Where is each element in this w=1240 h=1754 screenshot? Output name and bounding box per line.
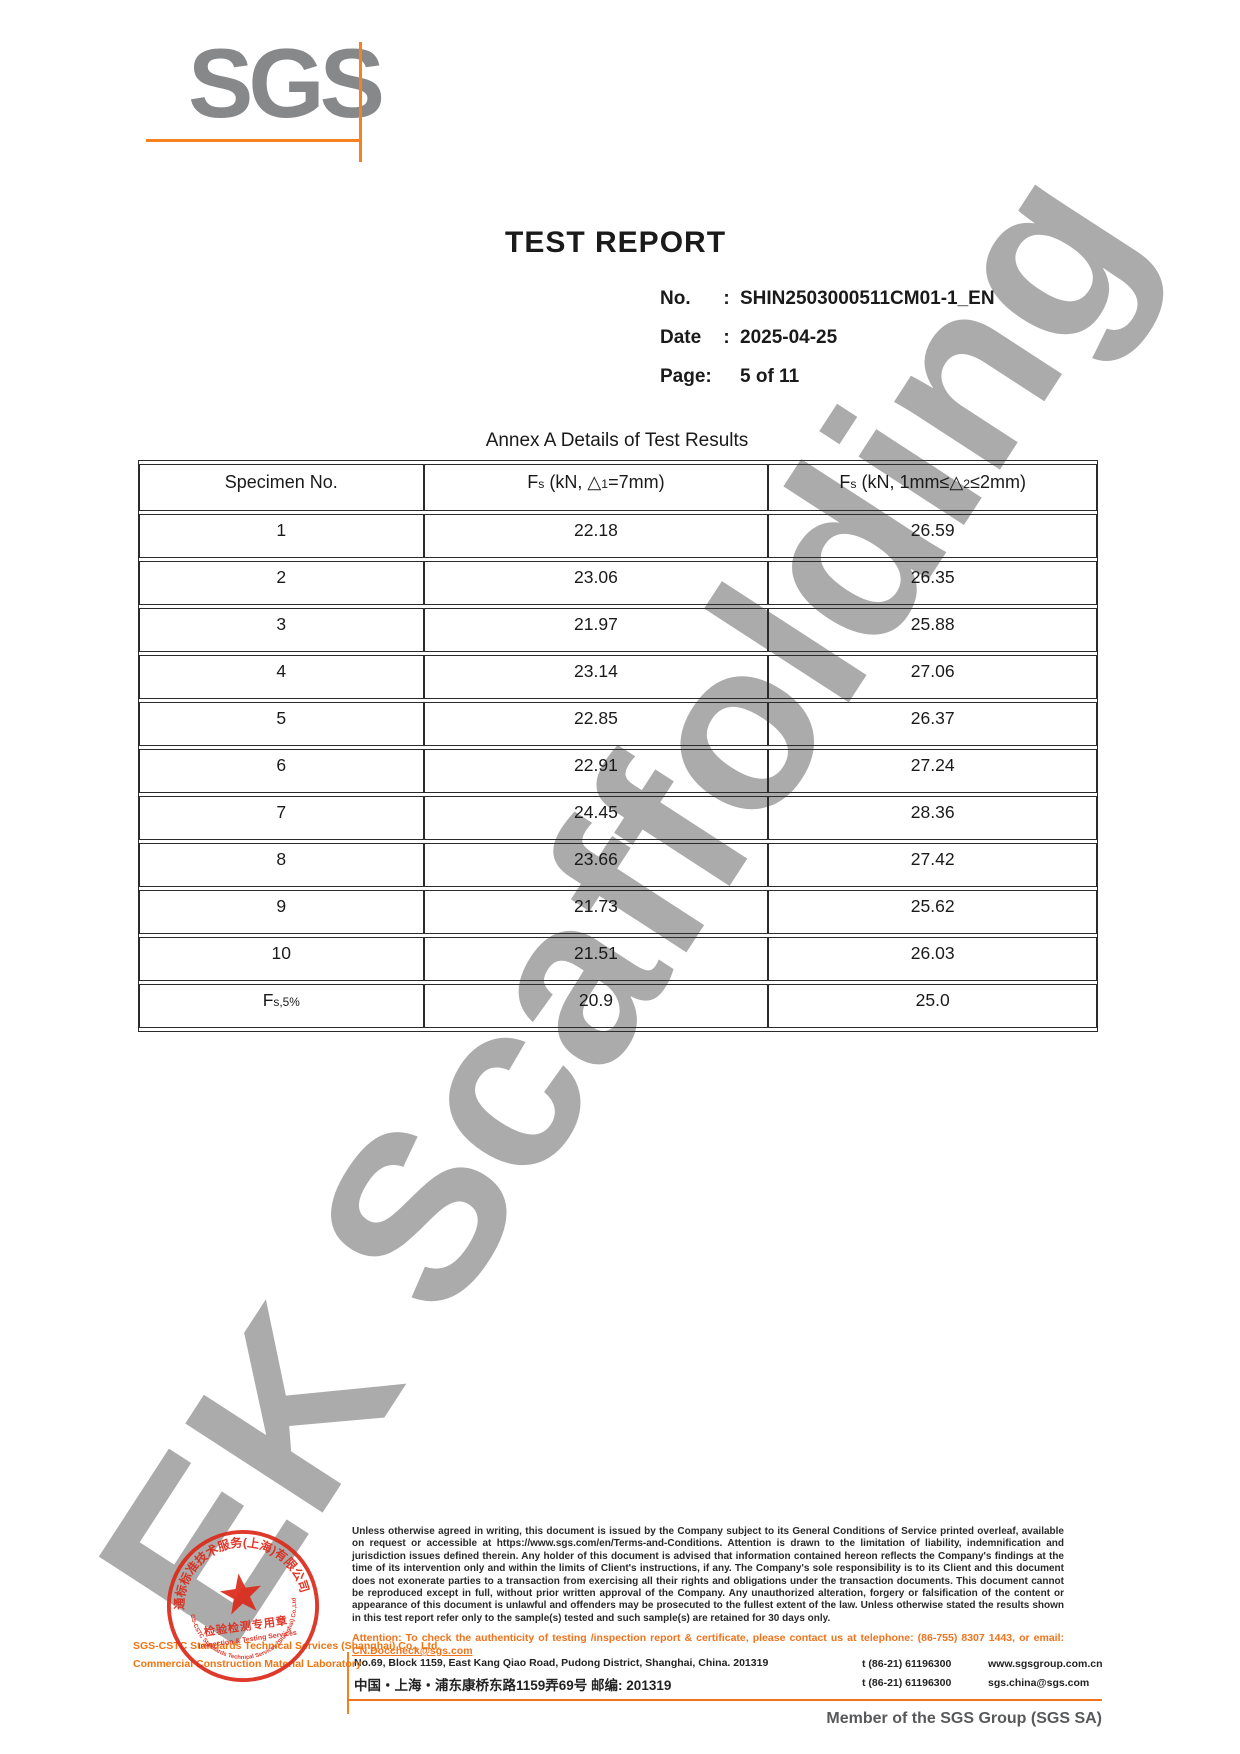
fs5-label: Fs,5%: [139, 984, 424, 1028]
table-summary-row: Fs,5% 20.9 25.0: [139, 984, 1097, 1028]
fs-delta2-value: 27.42: [768, 843, 1097, 887]
fs-delta2-value: 25.62: [768, 890, 1097, 934]
fs5-delta1-value: 20.9: [423, 984, 769, 1028]
table-row: 8 23.66 27.42: [139, 843, 1097, 887]
table-row: 6 22.91 27.24: [139, 749, 1097, 793]
col-header-fs-delta1: Fs (kN, △1=7mm): [423, 464, 769, 511]
results-table: Specimen No. Fs (kN, △1=7mm) Fs (kN, 1mm…: [138, 460, 1098, 1032]
fs-delta2-value: 26.37: [768, 702, 1097, 746]
table-row: 7 24.45 28.36: [139, 796, 1097, 840]
stamp-circle: [166, 1529, 320, 1683]
report-number-label: No.: [660, 288, 691, 309]
report-date-label: Date: [660, 327, 702, 348]
specimen-no: 6: [139, 749, 424, 793]
logo-vertical-line: [359, 42, 362, 162]
fs-delta1-value: 24.45: [423, 796, 769, 840]
address-english: No.69, Block 1159, East Kang Qiao Road, …: [354, 1657, 769, 1669]
legal-disclaimer: Unless otherwise agreed in writing, this…: [352, 1526, 1064, 1624]
page-title: TEST REPORT: [505, 226, 727, 259]
company-name-line: SGS-CSTC Standards Technical Services (S…: [133, 1640, 441, 1652]
fs-delta1-value: 22.91: [423, 749, 769, 793]
specimen-no: 5: [139, 702, 424, 746]
fs-delta1-value: 21.97: [423, 608, 769, 652]
company-lab-line: Commercial Construction Material Laborat…: [133, 1658, 362, 1670]
col-header-fs-delta2: Fs (kN, 1mm≤△2≤2mm): [768, 464, 1097, 511]
terms-link[interactable]: https://www.sgs.com/en/Terms-and-Conditi…: [496, 1538, 723, 1550]
report-page-value: 5 of 11: [740, 366, 800, 387]
table-row: 9 21.73 25.62: [139, 890, 1097, 934]
colon: :: [723, 288, 730, 309]
table-row: 10 21.51 26.03: [139, 937, 1097, 981]
table-row: 4 23.14 27.06: [139, 655, 1097, 699]
website-link[interactable]: www.sgsgroup.com.cn: [988, 1658, 1103, 1670]
footer-orange-rule: [347, 1699, 1102, 1701]
table-row: 3 21.97 25.88: [139, 608, 1097, 652]
fs-delta1-value: 22.18: [423, 514, 769, 558]
attention-notice: Attention: To check the authenticity of …: [352, 1632, 1064, 1657]
sgs-logo: SGS: [188, 28, 385, 138]
table-header-row: Specimen No. Fs (kN, △1=7mm) Fs (kN, 1mm…: [139, 464, 1097, 511]
specimen-no: 1: [139, 514, 424, 558]
report-date-row: Date : 2025-04-25: [660, 327, 837, 349]
sgs-member-line: Member of the SGS Group (SGS SA): [826, 1710, 1102, 1727]
address-vertical-rule: [347, 1652, 349, 1714]
col-header-specimen: Specimen No.: [139, 464, 424, 511]
table-row: 1 22.18 26.59: [139, 514, 1097, 558]
report-number-row: No. : SHIN2503000511CM01-1_EN: [660, 288, 995, 310]
table-row: 5 22.85 26.37: [139, 702, 1097, 746]
fs-delta2-value: 26.59: [768, 514, 1097, 558]
fs-delta1-value: 23.66: [423, 843, 769, 887]
fs-delta2-value: 26.35: [768, 561, 1097, 605]
specimen-no: 4: [139, 655, 424, 699]
report-number-value: SHIN2503000511CM01-1_EN: [740, 288, 995, 309]
fs-delta2-value: 26.03: [768, 937, 1097, 981]
specimen-no: 9: [139, 890, 424, 934]
fs5-delta2-value: 25.0: [768, 984, 1097, 1028]
email-link[interactable]: sgs.china@sgs.com: [988, 1677, 1090, 1689]
fs-delta1-value: 21.51: [423, 937, 769, 981]
specimen-no: 10: [139, 937, 424, 981]
fs-delta2-value: 28.36: [768, 796, 1097, 840]
stamp-star-icon: [219, 1573, 262, 1615]
report-page-label: Page:: [660, 366, 712, 387]
fs-delta1-value: 22.85: [423, 702, 769, 746]
colon: :: [723, 327, 730, 348]
logo-horizontal-line: [146, 139, 362, 142]
report-page-row: Page: 5 of 11: [660, 366, 799, 388]
specimen-no: 3: [139, 608, 424, 652]
fs-delta2-value: 25.88: [768, 608, 1097, 652]
report-date-value: 2025-04-25: [740, 327, 838, 348]
fs-delta1-value: 21.73: [423, 890, 769, 934]
phone-number: t (86-21) 61196300: [862, 1658, 952, 1670]
specimen-no: 8: [139, 843, 424, 887]
phone-number: t (86-21) 61196300: [862, 1677, 952, 1689]
colon: [713, 366, 740, 388]
fs-delta1-value: 23.06: [423, 561, 769, 605]
doccheck-email-link[interactable]: CN.Doccheck@sgs.com: [352, 1645, 473, 1657]
specimen-no: 2: [139, 561, 424, 605]
annex-title: Annex A Details of Test Results: [485, 430, 749, 451]
table-row: 2 23.06 26.35: [139, 561, 1097, 605]
fs-delta2-value: 27.06: [768, 655, 1097, 699]
address-chinese: 中国・上海・浦东康桥东路1159弄69号 邮编: 201319: [354, 1678, 672, 1693]
inspection-stamp: 通标标准技术服务(上海)有限公司 检验检测专用章 Inspection & Te…: [155, 1518, 320, 1683]
specimen-no: 7: [139, 796, 424, 840]
fs-delta1-value: 23.14: [423, 655, 769, 699]
fs-delta2-value: 27.24: [768, 749, 1097, 793]
